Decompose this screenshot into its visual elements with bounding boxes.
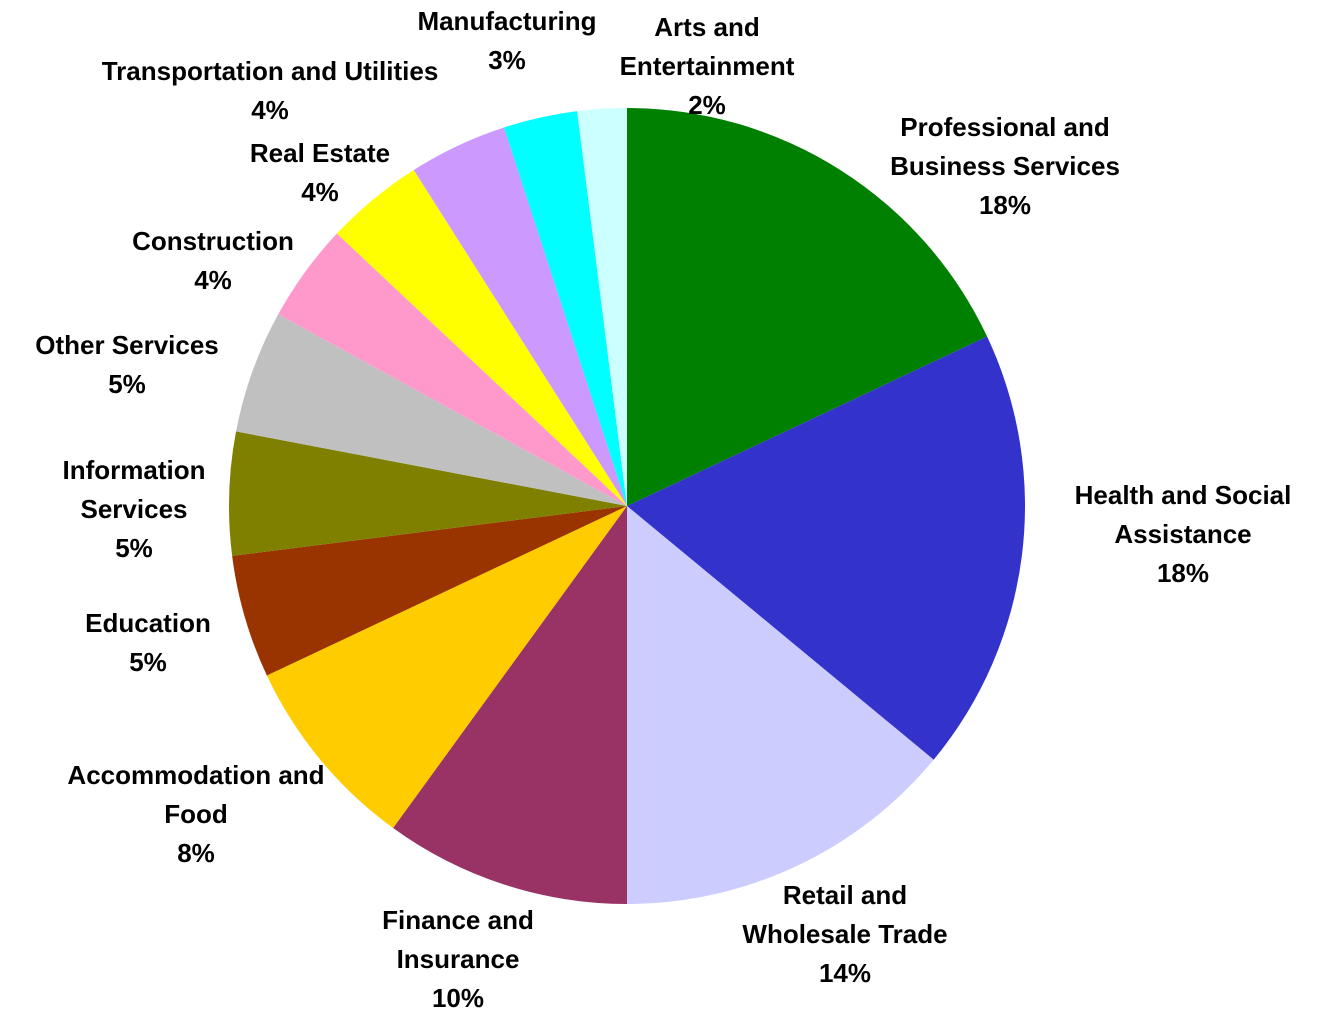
category-label: Information Services <box>62 455 206 524</box>
slice-label: Education 5% <box>48 604 248 682</box>
category-label: Health and Social Assistance <box>1074 480 1292 549</box>
value-label: 10% <box>431 983 485 1012</box>
slice-label: Manufacturing 3% <box>382 2 632 80</box>
value-label: 4% <box>194 265 232 295</box>
slice-label: Finance and Insurance 10% <box>358 901 558 1012</box>
category-label: Retail and Wholesale Trade <box>742 880 948 949</box>
category-label: Construction <box>132 226 294 256</box>
value-label: 4% <box>251 95 289 125</box>
pie-slice <box>627 108 988 506</box>
category-label: Professional and Business Services <box>890 112 1120 181</box>
value-label: 3% <box>488 45 526 75</box>
category-label: Transportation and Utilities <box>101 56 439 86</box>
slice-label: Real Estate 4% <box>220 134 420 212</box>
value-label: 5% <box>108 369 146 399</box>
value-label: 18% <box>978 190 1032 220</box>
slice-label: Transportation and Utilities 4% <box>45 52 495 130</box>
value-label: 8% <box>177 838 215 868</box>
value-label: 2% <box>688 90 726 120</box>
pie-slice <box>627 336 1025 760</box>
pie-slice <box>413 127 627 507</box>
pie-slice <box>278 233 627 507</box>
value-label: 18% <box>1156 558 1210 588</box>
slice-label: Arts and Entertainment 2% <box>597 8 817 125</box>
value-label: 5% <box>129 647 167 677</box>
pie-slice <box>504 111 627 506</box>
value-label: 5% <box>115 533 153 563</box>
pie-slice <box>336 169 627 506</box>
slice-label: Information Services 5% <box>44 451 224 568</box>
category-label: Finance and Insurance <box>382 905 534 974</box>
value-label: 14% <box>818 958 872 988</box>
pie-slice <box>229 431 628 556</box>
category-label: Education <box>85 608 211 638</box>
value-label: 4% <box>301 177 339 207</box>
slice-label: Health and Social Assistance 18% <box>1043 476 1323 593</box>
pie-slice <box>393 506 627 904</box>
pie-slice <box>627 506 934 904</box>
category-label: Arts and Entertainment <box>619 12 795 81</box>
slice-label: Accommodation and Food 8% <box>66 756 326 873</box>
category-label: Real Estate <box>249 138 391 168</box>
category-label: Accommodation and Food <box>67 760 325 829</box>
slice-label: Construction 4% <box>103 222 323 300</box>
slice-label: Retail and Wholesale Trade 14% <box>715 876 975 993</box>
pie-slice <box>236 314 627 506</box>
category-label: Other Services <box>35 330 219 360</box>
slice-label: Other Services 5% <box>0 326 257 404</box>
slice-label: Professional and Business Services 18% <box>855 108 1155 225</box>
pie-slice <box>266 506 627 828</box>
pie-slice <box>577 108 627 506</box>
pie-slice <box>232 506 627 676</box>
category-label: Manufacturing <box>417 6 597 36</box>
